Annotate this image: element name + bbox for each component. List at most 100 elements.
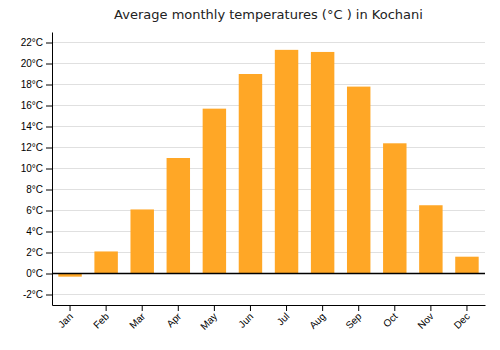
grid — [52, 43, 485, 295]
x-tick: Nov — [415, 305, 435, 331]
y-tick-label: 16°C — [21, 100, 43, 111]
y-tick-label: 8°C — [26, 184, 43, 195]
bar — [94, 251, 117, 273]
x-tick-label: Dec — [452, 311, 472, 331]
x-tick-mark — [394, 305, 395, 311]
plot: -2°C 0°C 2°C 4°C 6°C 8°C 10°C 12°C 14°C 16°C 18°C 2… — [21, 33, 486, 332]
y-tick-mark — [46, 253, 52, 254]
bar — [167, 158, 190, 274]
y-tick: -2°C — [23, 289, 52, 300]
x-axis-line — [53, 305, 486, 306]
bar — [419, 205, 442, 273]
bar — [130, 209, 153, 273]
bar — [239, 74, 262, 274]
grid-line — [52, 147, 485, 148]
bar — [383, 143, 406, 273]
x-tick-mark — [178, 305, 179, 311]
bar — [311, 52, 334, 274]
x-tick-label: May — [198, 311, 219, 332]
grid-line — [52, 63, 485, 64]
y-tick: 8°C — [26, 184, 52, 195]
x-tick: Jun — [236, 305, 255, 330]
y-tick: 6°C — [26, 205, 52, 216]
x-tick-mark — [106, 305, 107, 311]
y-tick-mark — [46, 232, 52, 233]
x-axis: Jan Feb Mar Apr May Jun Jul Aug Sep Oct Nov Dec — [53, 305, 486, 332]
y-axis: -2°C 0°C 2°C 4°C 6°C 8°C 10°C 12°C 14°C 16°C 18°C 2… — [21, 33, 53, 306]
y-tick-label: 12°C — [21, 142, 43, 153]
x-tick: Jan — [56, 305, 75, 330]
x-tick-mark — [286, 305, 287, 311]
y-tick: 0°C — [26, 268, 52, 279]
y-tick-mark — [46, 295, 52, 296]
y-tick: 12°C — [21, 142, 52, 153]
x-tick: May — [198, 305, 219, 332]
x-tick: Apr — [164, 305, 183, 329]
x-tick-mark — [214, 305, 215, 311]
y-tick-mark — [46, 106, 52, 107]
x-tick: Oct — [381, 305, 400, 329]
x-tick: Jul — [275, 305, 292, 327]
x-tick-mark — [430, 305, 431, 311]
x-tick: Dec — [452, 305, 472, 331]
y-tick: 18°C — [21, 79, 52, 90]
y-tick-label: 0°C — [26, 268, 43, 279]
x-tick-mark — [322, 305, 323, 311]
bar — [455, 257, 478, 274]
y-tick-label: 6°C — [26, 205, 43, 216]
x-tick-label: Sep — [343, 310, 364, 331]
grid-line — [52, 189, 485, 190]
x-tick-label: Jul — [275, 311, 292, 328]
y-tick-label: 2°C — [26, 247, 43, 258]
y-tick-mark — [46, 211, 52, 212]
y-tick: 2°C — [26, 247, 52, 258]
y-tick: 10°C — [21, 163, 52, 174]
y-tick-mark — [46, 274, 52, 275]
x-tick-label: Mar — [127, 310, 147, 330]
y-tick-label: 18°C — [21, 79, 43, 90]
x-tick-label: Oct — [381, 311, 400, 330]
y-tick-mark — [46, 169, 52, 170]
x-tick-label: Nov — [415, 311, 435, 331]
y-tick: 14°C — [21, 121, 52, 132]
y-tick-mark — [46, 190, 52, 191]
y-axis-line — [52, 33, 53, 306]
x-tick-mark — [142, 305, 143, 311]
x-tick-label: Feb — [91, 310, 111, 330]
bar — [347, 87, 370, 274]
x-tick-mark — [466, 305, 467, 311]
y-tick-mark — [46, 85, 52, 86]
grid-line — [52, 294, 485, 295]
x-tick-mark — [250, 305, 251, 311]
y-tick-label: 4°C — [26, 226, 43, 237]
x-tick-label: Jun — [236, 311, 255, 330]
y-tick-mark — [46, 127, 52, 128]
x-tick-label: Jan — [56, 311, 75, 330]
x-tick-label: Aug — [307, 311, 327, 331]
grid-line — [52, 126, 485, 127]
title: Average monthly temperatures (°C ) in Ko… — [114, 7, 423, 22]
y-tick-label: 22°C — [21, 37, 43, 48]
y-tick: 20°C — [21, 58, 52, 69]
bars — [52, 50, 485, 277]
grid-line — [52, 105, 485, 106]
y-tick-mark — [46, 148, 52, 149]
bar — [275, 50, 298, 274]
x-tick: Feb — [91, 305, 111, 331]
y-tick-mark — [46, 43, 52, 44]
grid-line — [52, 42, 485, 43]
x-tick: Aug — [307, 305, 327, 331]
zero-line — [52, 273, 485, 275]
y-tick-label: 10°C — [21, 163, 43, 174]
y-tick-label: 20°C — [21, 58, 43, 69]
y-tick-mark — [46, 64, 52, 65]
x-tick-mark — [70, 305, 71, 311]
x-tick-label: Apr — [164, 310, 183, 329]
chart: Average monthly temperatures (°C ) in Ko… — [0, 0, 500, 350]
grid-line — [52, 273, 485, 274]
x-tick: Sep — [343, 305, 364, 331]
bar — [203, 109, 226, 274]
y-tick: 16°C — [21, 100, 52, 111]
y-tick-label: -2°C — [23, 289, 43, 300]
grid-line — [52, 84, 485, 85]
